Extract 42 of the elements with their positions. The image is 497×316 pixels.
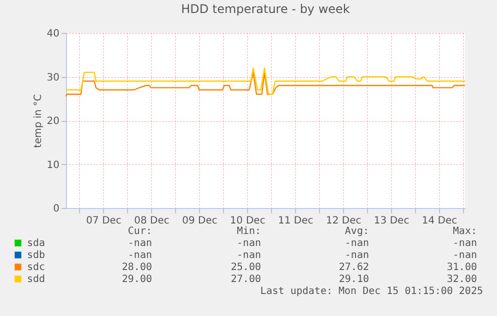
text: 28.00 (122, 262, 152, 273)
legend-label: sda (27, 238, 46, 249)
x-tick-label: 10 Dec (230, 216, 266, 226)
x-tick-label: 08 Dec (134, 216, 170, 226)
text: -nan (344, 250, 369, 261)
text: -nan (236, 250, 261, 261)
text: 29.10 (338, 274, 369, 285)
text: 31.00 (446, 262, 477, 273)
text: Max: (452, 226, 477, 237)
x-tick-label: 14 Dec (422, 216, 458, 226)
x-tick-label: 12 Dec (326, 216, 362, 226)
y-tick-label: 0 (53, 204, 60, 214)
legend-label: sdd (27, 274, 46, 285)
y-tick-label: 30 (46, 72, 60, 84)
text: 27.62 (338, 262, 369, 273)
text: Min: (236, 226, 261, 237)
line-series (65, 72, 466, 98)
text: 29.00 (122, 274, 152, 285)
legend-label: sdc (27, 262, 46, 273)
text: -nan (452, 238, 477, 249)
text: Cur: (128, 226, 152, 237)
text: -nan (344, 238, 369, 249)
y-tick-label: 40 (46, 28, 60, 40)
text: -nan (452, 250, 477, 261)
text: -nan (128, 238, 152, 249)
text: 32.00 (446, 274, 477, 285)
y-tick-label: 10 (46, 160, 60, 171)
legend-label: sdb (27, 250, 46, 261)
text: Avg: (344, 226, 369, 237)
x-tick-label: 13 Dec (374, 216, 410, 226)
text: Last update: Mon Dec 15 01:15:00 2025 (260, 286, 483, 297)
x-tick-label: 11 Dec (278, 216, 314, 226)
x-tick-label: 07 Dec (86, 216, 122, 226)
text: 25.00 (230, 262, 261, 273)
y-tick-label: 20 (46, 116, 60, 127)
line-series (65, 67, 466, 95)
chart-title: HDD temperature - by week (181, 2, 350, 16)
text: 27.00 (230, 274, 261, 285)
x-tick-label: 09 Dec (182, 216, 218, 226)
y-axis-title: temp in °C (32, 94, 44, 148)
text: -nan (236, 238, 261, 249)
text: -nan (128, 250, 152, 261)
